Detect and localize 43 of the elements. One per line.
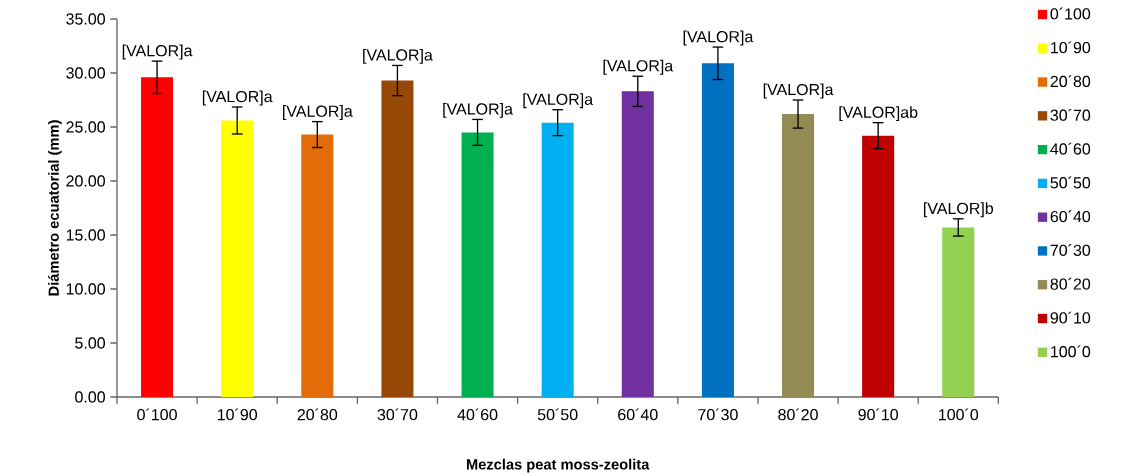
y-tick-label: 25.00 [66,121,105,133]
y-tick-label: 0.00 [75,391,105,403]
x-tick-label: 90´10 [858,408,898,421]
legend-label: 30´70 [1050,108,1091,121]
legend-label: 80´20 [1050,277,1091,290]
x-tick-label: 10´90 [217,408,258,421]
y-tick-label: 35.00 [66,13,105,25]
y-axis-title: Diámetro ecuatorial (mm) [47,120,62,296]
data-label: [VALOR]a [763,83,834,99]
x-tick-label: 20´80 [297,408,338,421]
y-tick-label: 30.00 [66,67,105,79]
x-tick-label: 70´30 [698,408,738,421]
data-label: [VALOR]a [523,93,594,109]
data-label: [VALOR]ab [839,106,918,122]
legend-label: 0´100 [1050,7,1091,20]
x-tick-label: 50´50 [537,408,578,421]
x-tick-label: 30´70 [377,408,418,421]
y-tick-label: 5.00 [75,337,105,349]
x-tick-label: 60´40 [618,408,658,421]
legend-label: 100´0 [1051,345,1091,358]
data-label: [VALOR]a [122,44,193,60]
data-label: [VALOR]a [363,48,433,64]
y-tick-label: 20.00 [66,175,105,187]
y-tick-label: 15.00 [66,229,105,241]
y-tick-label: 10.00 [66,283,105,295]
data-label: [VALOR]a [443,102,513,118]
legend-label: 40´60 [1050,142,1091,155]
x-tick-label: 40´60 [457,408,498,421]
x-axis-title: Mezclas peat moss-zeolita [466,458,650,473]
legend-label: 20´80 [1050,75,1091,88]
x-tick-label: 80´20 [778,408,818,421]
data-label: [VALOR]a [603,59,674,75]
x-tick-label: 0´100 [137,408,177,421]
legend-label: 10´90 [1051,41,1091,54]
legend-label: 70´30 [1050,244,1091,256]
data-label: [VALOR]b [924,202,994,218]
legend-label: 90´10 [1050,311,1091,324]
legend-label: 50´50 [1050,176,1091,189]
data-label: [VALOR]a [283,105,353,121]
data-label: [VALOR]a [202,90,273,106]
data-label: [VALOR]a [683,30,754,46]
x-tick-label: 100´0 [939,408,979,421]
legend-label: 60´40 [1050,210,1091,223]
